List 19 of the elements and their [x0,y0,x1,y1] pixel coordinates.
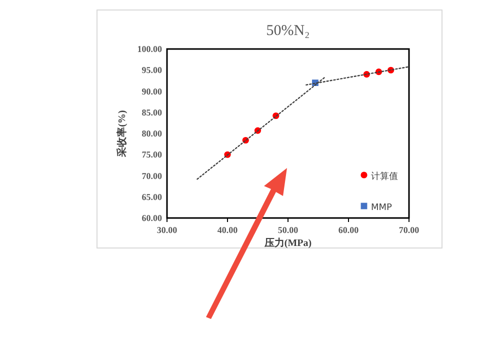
y-tick-label: 90.00 [142,86,162,96]
legend-label: 计算值 [371,171,398,182]
x-tick-label: 30.00 [156,225,178,235]
y-tick-label: 65.00 [142,192,162,202]
y-tick-label: 60.00 [142,213,162,223]
y-tick-label: 80.00 [142,128,162,138]
x-tick-label: 70.00 [398,225,420,235]
x-tick-label: 40.00 [217,225,238,235]
y-tick-label: 100.00 [137,44,162,54]
y-tick-label: 85.00 [142,107,162,118]
x-tick-label: 60.00 [338,225,360,235]
y-tick-label: 75.00 [142,150,162,160]
x-axis-title: 压力(MPa) [263,237,312,249]
y-axis-title: 采收率(%) [116,110,128,158]
y-tick-label: 70.00 [142,170,162,181]
chart-title: 50%N₂ [266,23,310,39]
y-tick-label: 95.00 [142,65,162,76]
x-tick-label: 50.00 [278,225,299,235]
legend-label: MMP [371,203,393,213]
